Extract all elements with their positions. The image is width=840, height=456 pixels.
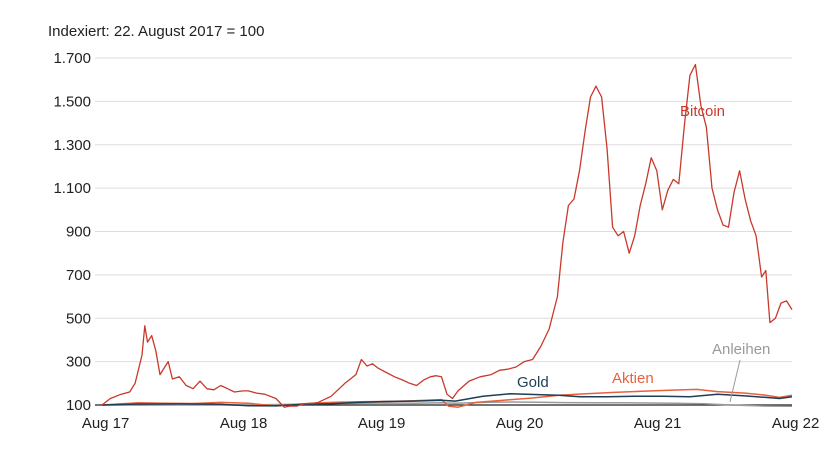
y-tick-label: 1.700 — [53, 50, 91, 67]
aktien-series-line — [101, 388, 793, 408]
x-tick-label: Aug 18 — [220, 415, 268, 432]
y-tick-label: 1.300 — [53, 137, 91, 154]
x-axis-ticks: Aug 17 Aug 18 Aug 19 Aug 20 Aug 21 Aug 22 — [82, 415, 820, 432]
gold-series-label: Gold — [517, 374, 549, 391]
x-tick-label: Aug 22 — [772, 415, 820, 432]
gold-series-line — [101, 392, 793, 407]
grid — [95, 57, 792, 406]
bitcoin-series-line — [101, 63, 793, 408]
aktien-series-label: Aktien — [612, 370, 654, 387]
series-lines — [101, 63, 793, 408]
y-tick-label: 700 — [66, 267, 91, 284]
chart-subtitle: Indexiert: 22. August 2017 = 100 — [48, 23, 264, 40]
x-tick-label: Aug 19 — [358, 415, 406, 432]
y-tick-label: 1.100 — [53, 180, 91, 197]
series-labels: Bitcoin Gold Aktien Anleihen — [517, 103, 770, 403]
y-tick-label: 100 — [66, 397, 91, 414]
y-tick-label: 1.500 — [53, 93, 91, 110]
y-tick-label: 500 — [66, 310, 91, 327]
y-axis-ticks: 100 300 500 700 900 1.100 1.300 1.500 1.700 — [53, 50, 91, 414]
anleihen-series-label: Anleihen — [712, 341, 770, 358]
y-tick-label: 300 — [66, 354, 91, 371]
anleihen-series-line — [101, 401, 793, 408]
anleihen-leader-line — [729, 359, 741, 403]
x-tick-label: Aug 20 — [496, 415, 544, 432]
bitcoin-series-label: Bitcoin — [680, 103, 725, 120]
y-tick-label: 900 — [66, 224, 91, 241]
x-tick-label: Aug 21 — [634, 415, 682, 432]
x-tick-label: Aug 17 — [82, 415, 130, 432]
